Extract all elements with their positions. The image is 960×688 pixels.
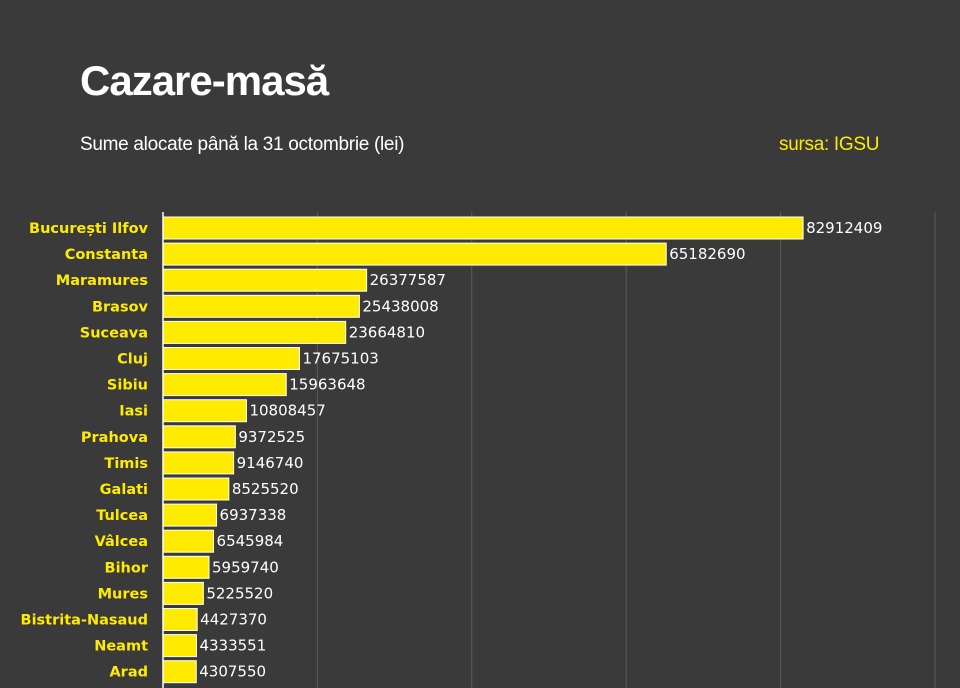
category-label: Arad [109,665,148,681]
value-label: 26377587 [370,271,446,289]
chart-source: sursa: IGSU [779,134,880,155]
category-label: Vâlcea [95,534,148,550]
category-labels: București Ilfov Constanta Maramures Brasov S… [21,221,149,681]
category-label: Neamt [94,639,148,655]
chart-subtitle: Sume alocate până la 31 octombrie (lei) [80,134,405,155]
category-label: Suceava [80,325,148,341]
bar [162,581,204,605]
category-label: Prahova [81,430,148,446]
value-label: 15963648 [289,376,365,394]
value-label: 4307550 [199,663,266,681]
bar [162,425,236,449]
category-label: Sibiu [107,378,148,394]
value-label: 65182690 [669,245,745,263]
value-label: 6937338 [220,506,287,524]
value-labels: 82912409 65182690 26377587 25438008 23664810… [199,219,882,681]
bar [162,503,218,527]
bar [162,529,215,553]
bar [162,634,197,658]
bar [162,347,300,370]
value-label: 9372525 [238,428,305,446]
value-label: 4333551 [199,637,266,655]
category-label: Timis [104,456,148,472]
bar [162,660,197,684]
chart-title: Cazare-masă [80,57,329,104]
value-label: 82912409 [806,219,882,237]
category-label: Maramures [56,273,148,289]
value-label: 8525520 [232,480,299,498]
category-label: Mures [98,586,148,602]
bar [162,242,667,266]
category-label: Iasi [119,404,148,420]
value-label: 10808457 [249,402,325,420]
bar [162,373,287,397]
bar [162,477,230,501]
category-label: Galati [100,482,148,498]
bar [162,608,198,631]
category-label: Cluj [117,352,148,368]
value-label: 6545984 [217,532,284,550]
category-label: Tulcea [96,508,148,524]
value-label: 4427370 [200,611,267,629]
bar [162,451,235,475]
category-label: Brasov [92,299,149,315]
value-label: 9146740 [237,454,304,472]
bar [162,294,360,318]
bar [162,216,804,240]
bar [162,555,210,579]
bar [162,268,368,292]
value-label: 5959740 [212,558,279,576]
value-label: 25438008 [362,297,438,315]
category-label: București Ilfov [29,221,148,237]
value-label: 17675103 [302,350,378,368]
bars [162,216,804,684]
category-label: Constanta [65,247,148,263]
category-label: Bistrita-Nasaud [21,613,148,629]
value-label: 23664810 [349,323,425,341]
category-label: Bihor [105,560,149,576]
bar [162,399,247,423]
bar [162,320,347,344]
value-label: 5225520 [206,584,273,602]
